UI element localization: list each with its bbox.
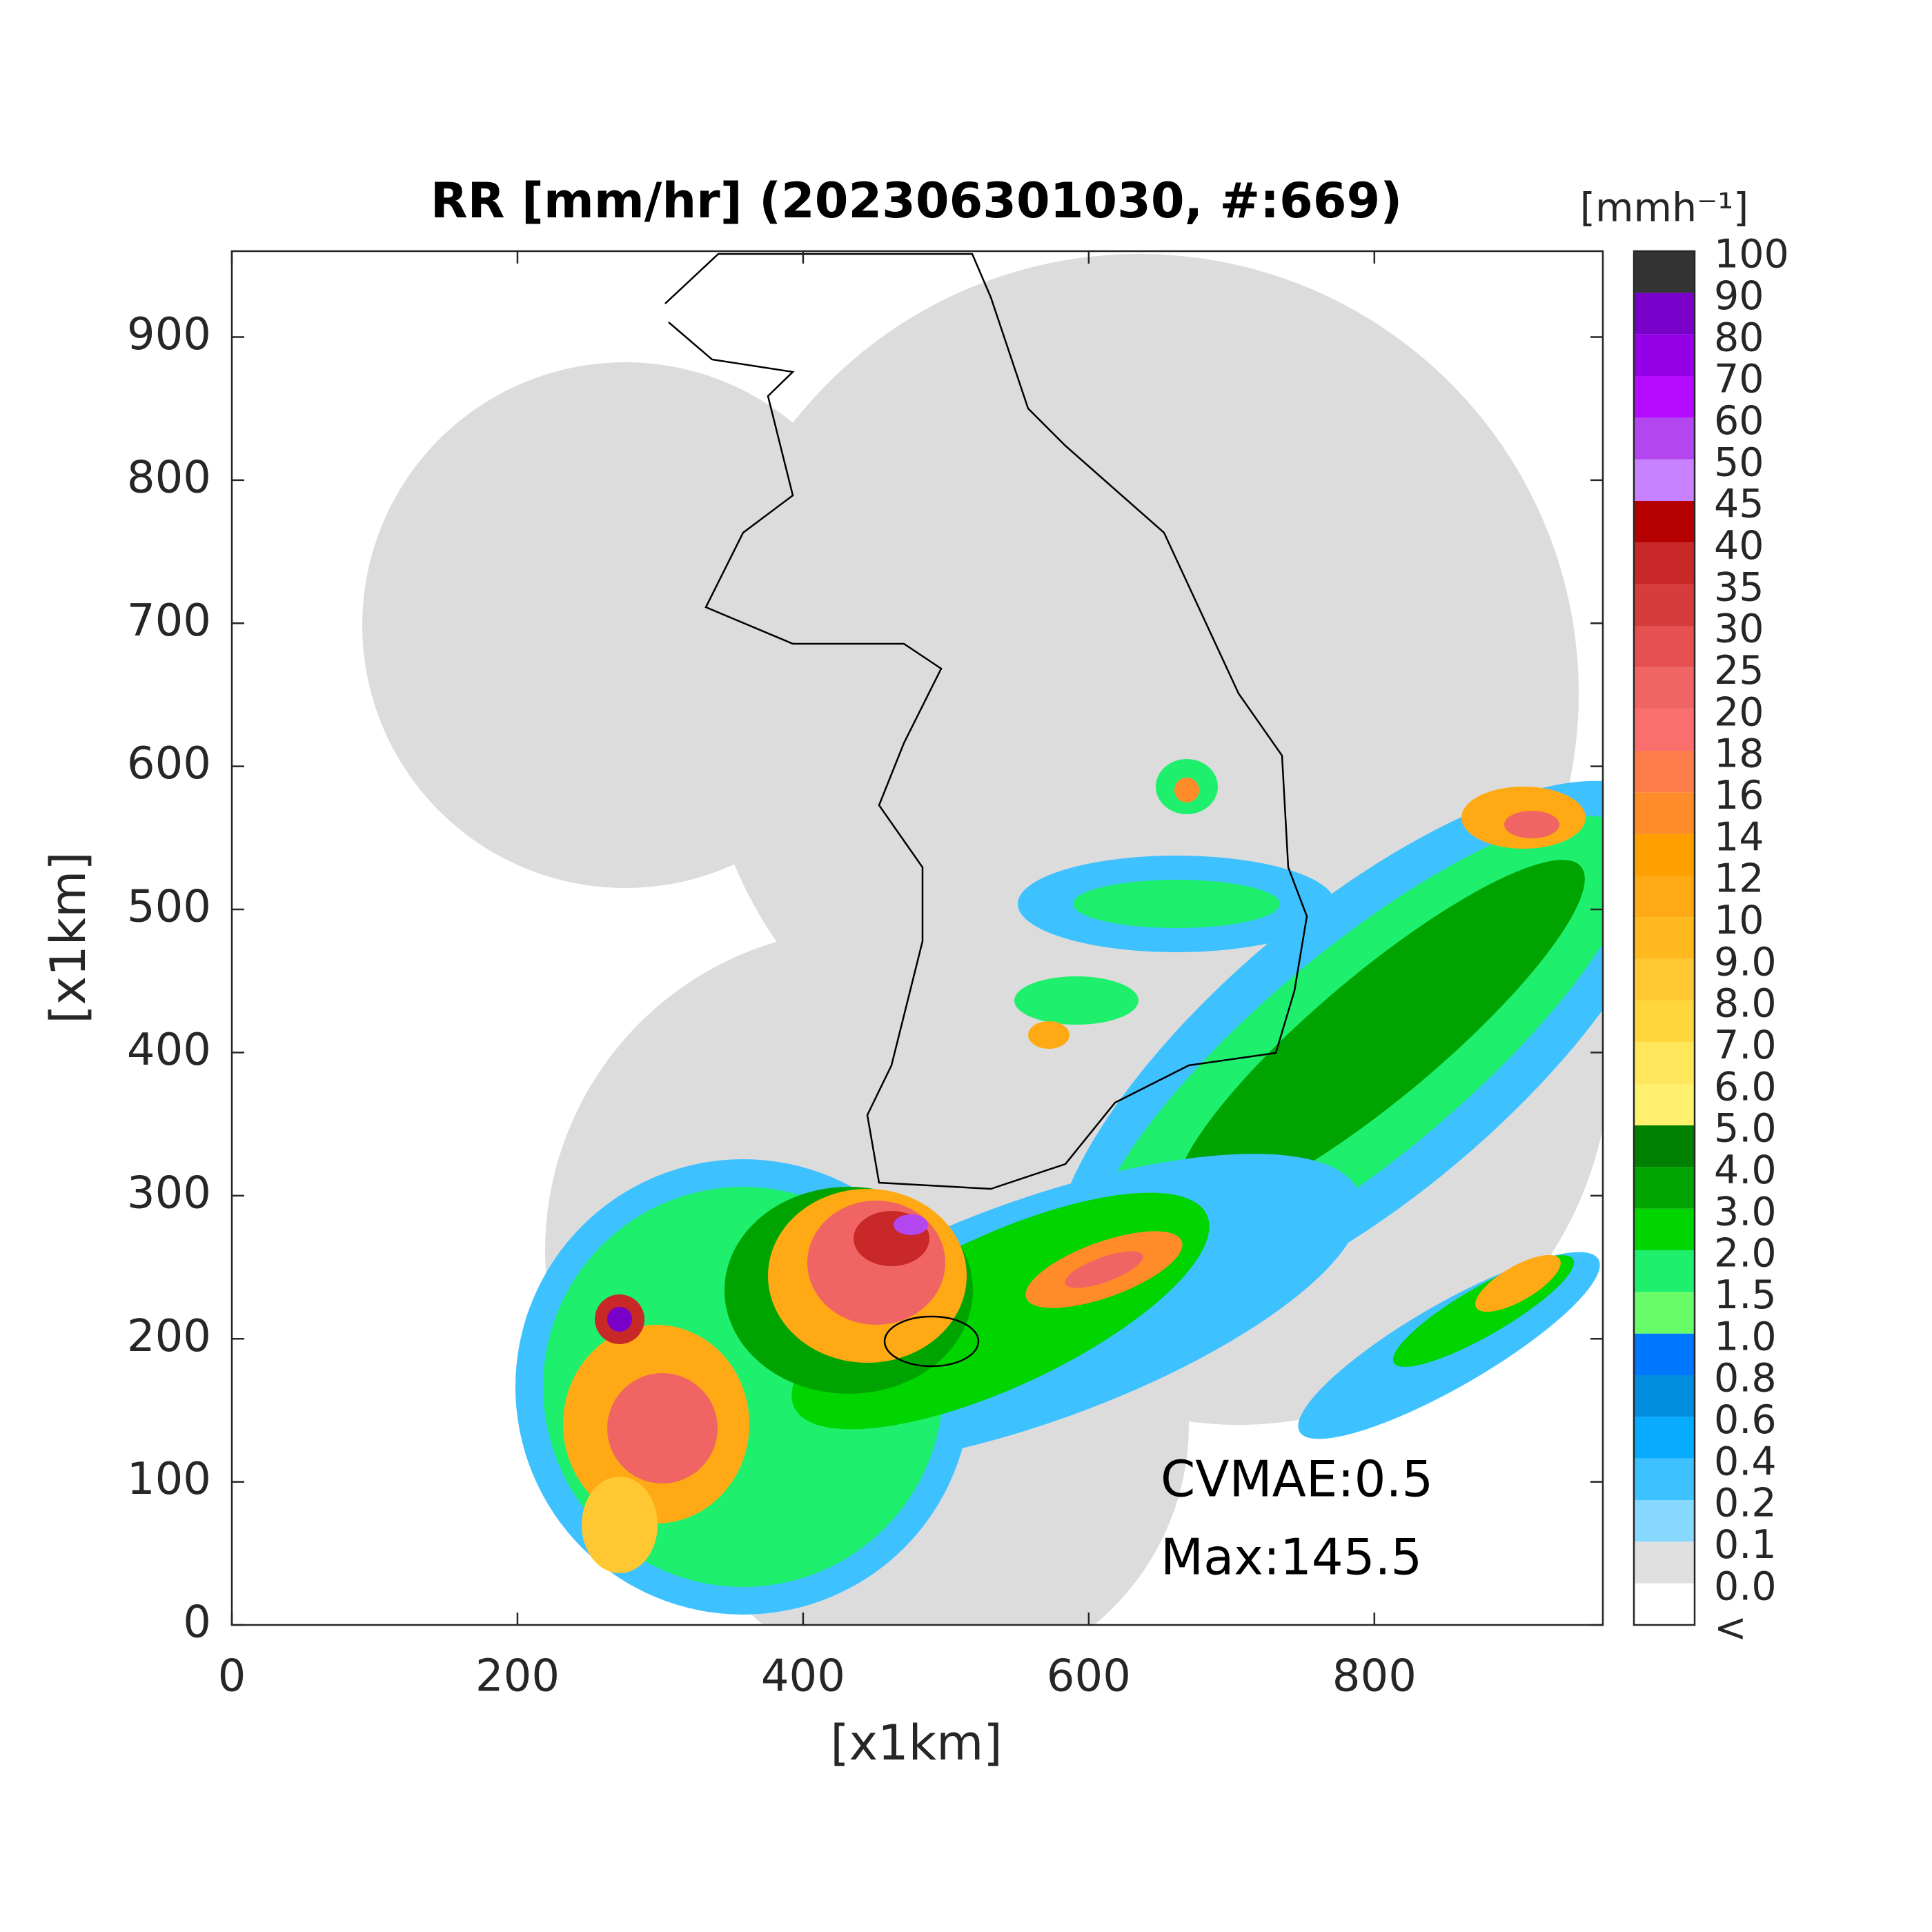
y-tick-label: 500 [127, 882, 211, 933]
y-tick-label: 900 [127, 309, 211, 360]
colorbar-label: < [1714, 1606, 1747, 1651]
colorbar-label: 18 [1714, 731, 1764, 777]
colorbar-box [1634, 834, 1695, 876]
coastline [664, 253, 1308, 1368]
colorbar-label: 60 [1714, 398, 1764, 444]
colorbar-box [1634, 1458, 1695, 1500]
colorbar-box [1634, 667, 1695, 709]
colorbar-box [1634, 958, 1695, 1000]
colorbar-box [1634, 334, 1695, 376]
colorbar-label: 50 [1714, 440, 1764, 485]
colorbar-label: 9.0 [1714, 939, 1777, 985]
colorbar-label: 5.0 [1714, 1106, 1777, 1152]
colorbar-box [1634, 1333, 1695, 1375]
colorbar-label: 1.0 [1714, 1314, 1777, 1359]
plot-frame [230, 250, 1604, 1626]
colorbar-label: 0.4 [1714, 1439, 1777, 1484]
title: RR [mm/hr] (202306301030, #:669) [431, 172, 1403, 229]
colorbar-box [1634, 417, 1695, 460]
colorbar-box [1634, 293, 1695, 335]
colorbar-label: 4.0 [1714, 1147, 1777, 1193]
x-tick-label: 600 [1047, 1651, 1131, 1702]
colorbar-label: 40 [1714, 523, 1764, 569]
colorbar-frame [1633, 250, 1696, 1626]
y-tick-label: 800 [127, 452, 211, 503]
colorbar-box [1634, 1000, 1695, 1043]
colorbar-box [1634, 584, 1695, 626]
colorbar-box [1634, 1250, 1695, 1292]
colorbar-box [1634, 1167, 1695, 1209]
colorbar-box [1634, 459, 1695, 501]
colorbar-label: 30 [1714, 607, 1764, 652]
y-axis-label: [x1km] [40, 851, 97, 1023]
colorbar-box [1634, 542, 1695, 584]
colorbar-label: 0.8 [1714, 1356, 1777, 1401]
y-tick-label: 700 [127, 595, 211, 647]
colorbar-box [1634, 251, 1695, 293]
colorbar-label: 16 [1714, 773, 1764, 818]
y-tick-label: 200 [127, 1311, 211, 1362]
y-tick-label: 0 [183, 1597, 211, 1648]
annotation: Max:145.5 [1161, 1528, 1422, 1586]
y-tick-label: 400 [127, 1025, 211, 1076]
colorbar-label: 3.0 [1714, 1189, 1777, 1234]
colorbar-box [1634, 626, 1695, 668]
colorbar-label: 7.0 [1714, 1023, 1777, 1068]
colorbar-box [1634, 1083, 1695, 1125]
colorbar-label: 90 [1714, 273, 1764, 319]
colorbar-box [1634, 1375, 1695, 1417]
colorbar-label: 0.0 [1714, 1564, 1777, 1609]
x-tick-label: 400 [761, 1651, 845, 1702]
colorbar-box [1634, 1417, 1695, 1459]
colorbar-label: 0.2 [1714, 1481, 1777, 1526]
colorbar-label: 14 [1714, 814, 1764, 860]
colorbar-box [1634, 876, 1695, 918]
colorbar-box [1634, 917, 1695, 959]
colorbar-unit: [mmh⁻¹] [1580, 186, 1749, 231]
x-tick-label: 200 [475, 1651, 560, 1702]
colorbar-label: 20 [1714, 689, 1764, 735]
colorbar-box [1634, 1125, 1695, 1167]
x-axis-label: [x1km] [830, 1715, 1002, 1771]
colorbar-box [1634, 751, 1695, 793]
colorbar-label: 70 [1714, 357, 1764, 402]
colorbar-box [1634, 1208, 1695, 1250]
colorbar-box [1634, 1583, 1695, 1625]
colorbar-label: 45 [1714, 482, 1764, 527]
colorbar-label: 10 [1714, 898, 1764, 943]
annotation: CVMAE:0.5 [1161, 1450, 1433, 1508]
colorbar-label: 35 [1714, 564, 1764, 610]
colorbar-label: 25 [1714, 648, 1764, 693]
colorbar-label: 0.6 [1714, 1397, 1777, 1443]
colorbar-box [1634, 376, 1695, 418]
colorbar-box [1634, 709, 1695, 751]
x-tick-label: 800 [1332, 1651, 1417, 1702]
colorbar-label: 100 [1714, 232, 1789, 277]
y-tick-label: 600 [127, 738, 211, 789]
colorbar-label: 0.1 [1714, 1522, 1777, 1568]
colorbar-box [1634, 501, 1695, 543]
colorbar-label: 80 [1714, 315, 1764, 360]
colorbar-box [1634, 792, 1695, 834]
colorbar-label: 12 [1714, 856, 1764, 902]
radar-field [362, 253, 1603, 1625]
colorbar-box [1634, 1541, 1695, 1584]
y-tick-label: 100 [127, 1454, 211, 1505]
x-tick-label: 0 [218, 1651, 246, 1702]
colorbar-box [1634, 1292, 1695, 1334]
colorbar-label: 6.0 [1714, 1064, 1777, 1110]
y-tick-label: 300 [127, 1167, 211, 1219]
colorbar-label: 2.0 [1714, 1231, 1777, 1276]
colorbar-label: 8.0 [1714, 981, 1777, 1027]
rain-echoes [515, 759, 1603, 1615]
colorbar-box [1634, 1500, 1695, 1542]
colorbar-box [1634, 1042, 1695, 1084]
colorbar-label: 1.5 [1714, 1272, 1777, 1318]
